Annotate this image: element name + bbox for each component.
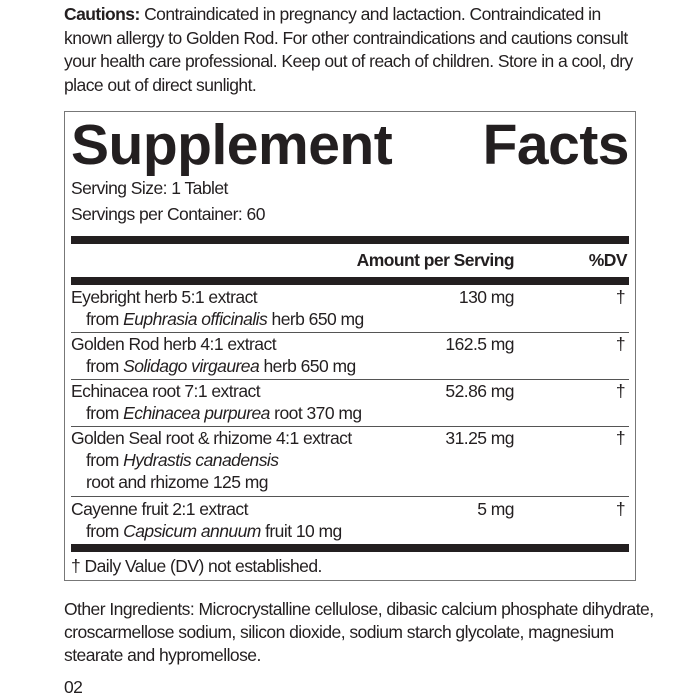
table-row: Cayenne fruit 2:1 extract from Capsicum … [71,498,629,544]
ingredient-amount: 162.5 mg [445,334,514,354]
title-word-supplement: Supplement [71,113,393,177]
table-row: Golden Seal root & rhizome 4:1 extract f… [71,427,629,497]
ingredient-dv: † [615,381,626,401]
table-row: Golden Rod herb 4:1 extract from Solidag… [71,333,629,380]
thick-divider [71,544,629,552]
ingredient-amount: 31.25 mg [445,428,514,448]
ingredient-dv: † [615,287,626,307]
ingredient-source-cont: root and rhizome 125 mg [86,472,268,492]
ingredient-source: from Hydrastis canadensis [86,450,279,470]
servings-per-container: Servings per Container: 60 [71,204,265,224]
other-ingredients: Other Ingredients: Microcrystalline cell… [64,599,654,665]
ingredient-amount: 52.86 mg [445,381,514,401]
ingredient-amount: 130 mg [458,287,515,307]
supplement-facts-panel: Supplement Facts Serving Size: 1 Tablet … [64,111,636,581]
page-number: 02 [64,677,83,697]
ingredient-name: Golden Seal root & rhizome 4:1 extract [71,428,352,448]
cautions-label: Cautions: [64,4,140,24]
ingredient-source: from Capsicum annuum fruit 10 mg [86,521,342,541]
table-row: Eyebright herb 5:1 extract from Euphrasi… [71,286,629,333]
ingredient-source: from Euphrasia officinalis herb 650 mg [86,309,364,329]
ingredient-source: from Echinacea purpurea root 370 mg [86,403,362,423]
header-amount: Amount per Serving [356,250,515,270]
ingredient-dv: † [615,334,626,354]
serving-size: Serving Size: 1 Tablet [71,178,228,198]
ingredient-name: Cayenne fruit 2:1 extract [71,499,248,519]
ingredient-dv: † [615,428,626,448]
ingredient-amount: 5 mg [477,499,514,519]
cautions-body: Contraindicated in pregnancy and lactact… [64,4,633,95]
thick-divider [71,277,629,285]
cautions-text: Cautions: Contraindicated in pregnancy a… [64,3,644,97]
thick-divider [71,236,629,244]
ingredient-name: Eyebright herb 5:1 extract [71,287,258,307]
table-row: Echinacea root 7:1 extract from Echinace… [71,380,629,427]
ingredient-name: Golden Rod herb 4:1 extract [71,334,277,354]
panel-title: Supplement Facts [71,113,630,177]
ingredient-dv: † [615,499,626,519]
header-dv: %DV [588,250,628,270]
ingredient-source: from Solidago virgaurea herb 650 mg [86,356,356,376]
dv-footnote: † Daily Value (DV) not established. [71,556,322,576]
title-word-facts: Facts [482,113,630,177]
ingredient-name: Echinacea root 7:1 extract [71,381,261,401]
